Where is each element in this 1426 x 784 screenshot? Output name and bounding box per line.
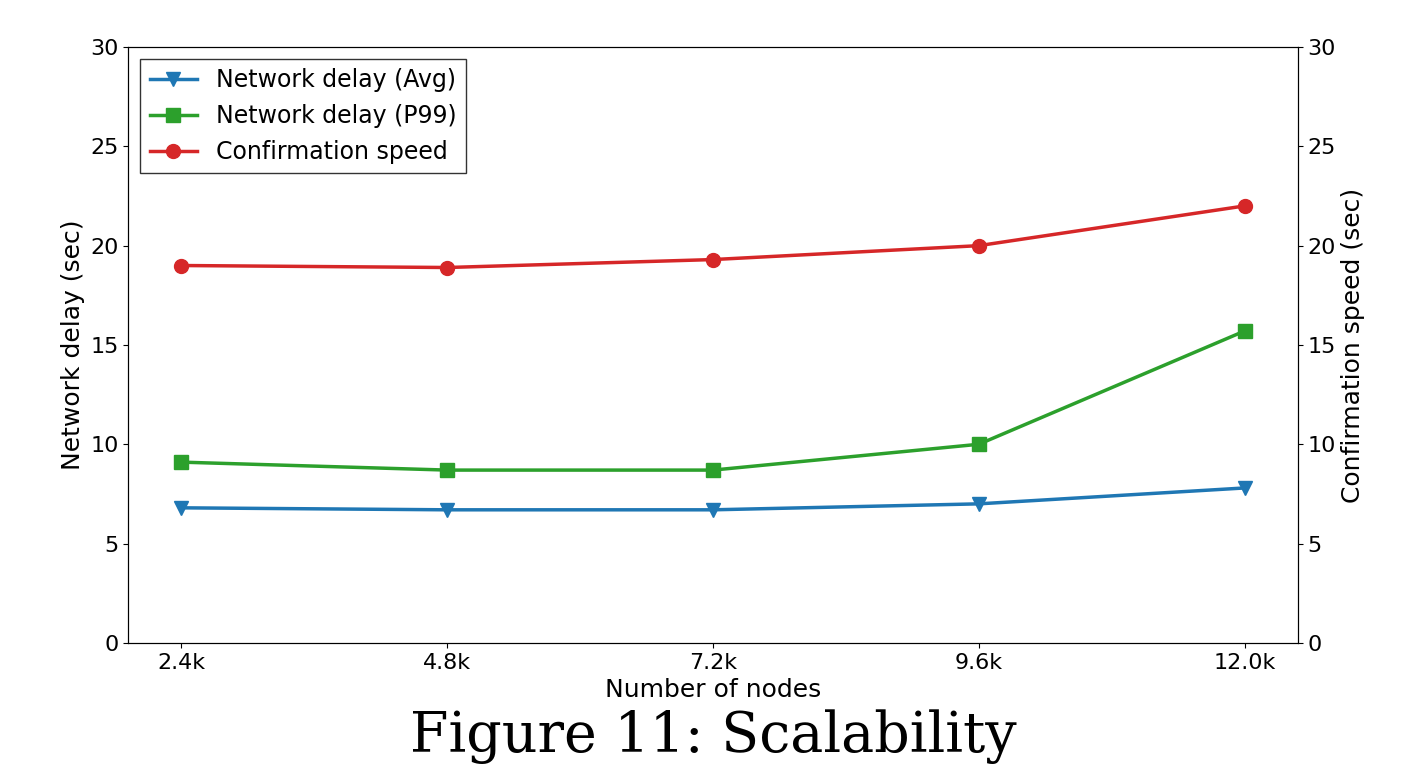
Confirmation speed bbox=[704, 255, 722, 264]
Line: Network delay (P99): Network delay (P99) bbox=[174, 324, 1252, 477]
Confirmation speed bbox=[970, 241, 987, 250]
Confirmation speed bbox=[173, 261, 190, 270]
Network delay (P99) bbox=[1236, 326, 1253, 336]
Line: Network delay (Avg): Network delay (Avg) bbox=[174, 481, 1252, 517]
X-axis label: Number of nodes: Number of nodes bbox=[605, 678, 821, 702]
Network delay (Avg) bbox=[1236, 483, 1253, 492]
Network delay (Avg) bbox=[970, 499, 987, 509]
Network delay (P99) bbox=[970, 440, 987, 449]
Y-axis label: Confirmation speed (sec): Confirmation speed (sec) bbox=[1342, 187, 1365, 503]
Text: Figure 11: Scalability: Figure 11: Scalability bbox=[409, 710, 1017, 764]
Network delay (Avg) bbox=[173, 503, 190, 513]
Line: Confirmation speed: Confirmation speed bbox=[174, 199, 1252, 274]
Confirmation speed bbox=[439, 263, 456, 272]
Network delay (Avg) bbox=[439, 505, 456, 514]
Y-axis label: Network delay (sec): Network delay (sec) bbox=[61, 220, 84, 470]
Legend: Network delay (Avg), Network delay (P99), Confirmation speed: Network delay (Avg), Network delay (P99)… bbox=[140, 59, 466, 173]
Network delay (P99) bbox=[173, 457, 190, 466]
Network delay (P99) bbox=[439, 466, 456, 475]
Network delay (Avg) bbox=[704, 505, 722, 514]
Network delay (P99) bbox=[704, 466, 722, 475]
Confirmation speed bbox=[1236, 201, 1253, 211]
